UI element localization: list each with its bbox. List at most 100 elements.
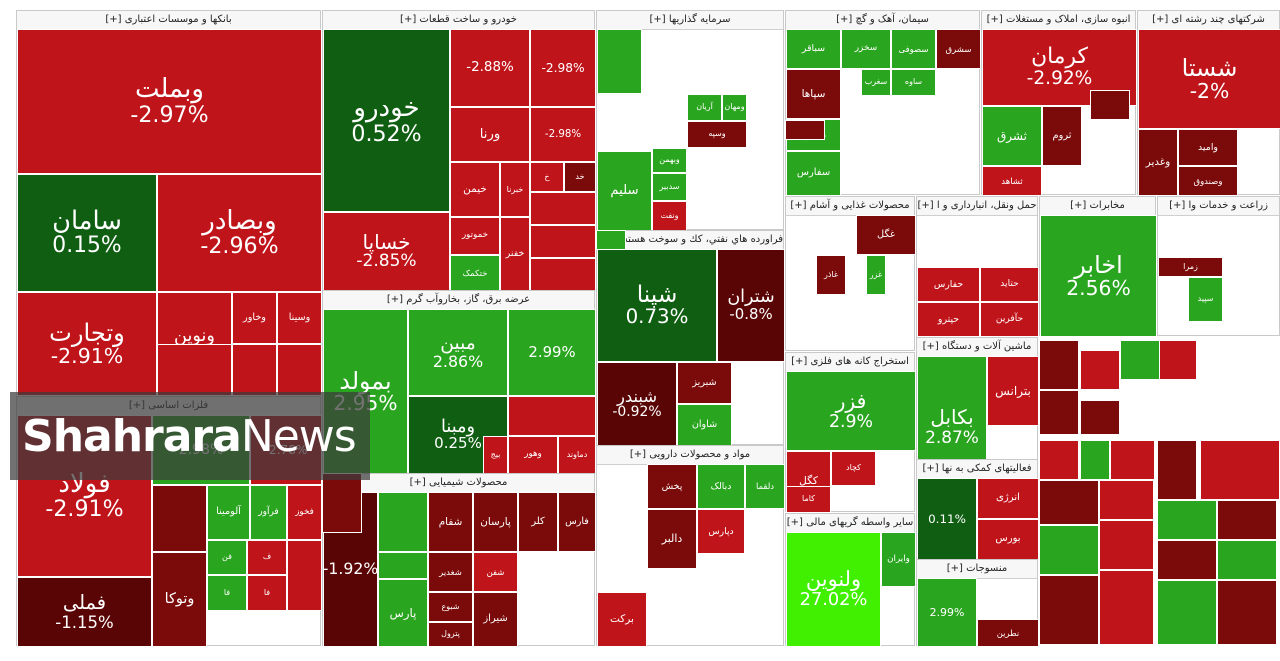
stock-tile-small[interactable]	[1039, 480, 1099, 525]
stock-tile[interactable]: خموتور	[450, 217, 500, 255]
stock-tile[interactable]: سامان 0.15%	[17, 174, 157, 292]
sector-title[interactable]: محصولات غذایی و آشام [+]	[786, 197, 914, 216]
stock-tile-small[interactable]	[1120, 340, 1160, 380]
stock-tile[interactable]: وبصادر -2.96%	[157, 174, 322, 292]
stock-tile[interactable]: پخش	[647, 464, 697, 509]
stock-tile[interactable]: غاذر	[816, 255, 846, 295]
stock-tile[interactable]: ختکمک	[450, 255, 500, 291]
stock-tile-small[interactable]	[1080, 350, 1120, 390]
stock-tile[interactable]: کچاد	[831, 451, 876, 486]
stock-tile[interactable]: اخابر 2.56%	[1040, 215, 1157, 337]
stock-tile[interactable]: فرآور	[250, 485, 287, 540]
stock-tile[interactable]: خبرنا	[500, 162, 530, 217]
stock-tile[interactable]: شیراز	[473, 592, 518, 647]
stock-tile-small[interactable]	[1039, 575, 1099, 645]
stock-tile[interactable]	[232, 344, 277, 396]
stock-tile[interactable]: سشرق	[936, 29, 981, 69]
sector-title[interactable]: ماشین آلات و دستگاه [+]	[917, 338, 1037, 357]
stock-tile[interactable]: شغدیر	[428, 552, 473, 592]
stock-tile[interactable]	[287, 540, 322, 611]
stock-tile-small[interactable]	[1200, 440, 1280, 500]
stock-tile[interactable]: بیج	[483, 436, 508, 474]
stock-tile-small[interactable]	[1039, 390, 1079, 435]
stock-tile-small[interactable]	[1039, 340, 1079, 390]
stock-tile[interactable]: شاوان	[677, 404, 732, 446]
stock-tile-small[interactable]	[1110, 440, 1155, 480]
stock-tile[interactable]	[530, 192, 596, 225]
stock-tile-small[interactable]	[1217, 540, 1277, 580]
stock-tile[interactable]	[597, 29, 642, 94]
stock-tile[interactable]: 0.11%	[917, 478, 977, 560]
stock-tile[interactable]: دپارس	[697, 509, 745, 554]
stock-tile-small[interactable]	[1080, 440, 1110, 480]
sector-title[interactable]: منسوجات [+]	[917, 560, 1037, 579]
stock-tile[interactable]: سلیم	[597, 151, 652, 231]
stock-tile-small[interactable]	[1157, 540, 1217, 580]
stock-tile[interactable]: فا	[247, 575, 287, 611]
stock-tile[interactable]: وخاور	[232, 292, 277, 344]
stock-tile-small[interactable]	[1217, 580, 1277, 645]
stock-tile[interactable]: شبریز	[677, 362, 732, 404]
stock-tile[interactable]: شتران -0.8%	[717, 249, 785, 362]
stock-tile[interactable]: برکت	[597, 592, 647, 647]
stock-tile[interactable]: فن	[207, 540, 247, 575]
stock-tile[interactable]: ثروم	[1042, 106, 1082, 166]
stock-tile-small[interactable]	[596, 230, 626, 250]
stock-tile[interactable]: پارس	[378, 579, 428, 647]
sector-title[interactable]: سایر واسطه گریهای مالی [+]	[786, 514, 914, 533]
stock-tile[interactable]: سصوفی	[891, 29, 936, 69]
stock-tile[interactable]: شستا -2%	[1138, 29, 1280, 129]
stock-tile[interactable]: بورس	[977, 519, 1039, 560]
sector-title[interactable]: سیمان، آهک و گچ [+]	[786, 11, 979, 30]
stock-tile[interactable]: 2.99%	[917, 578, 977, 647]
stock-tile[interactable]: دالبر	[647, 509, 697, 569]
stock-tile[interactable]: وتجارت -2.91%	[17, 292, 157, 396]
stock-tile[interactable]	[277, 344, 322, 396]
stock-tile[interactable]: خساپا -2.85%	[323, 212, 450, 291]
stock-tile-small[interactable]	[1217, 500, 1277, 540]
stock-tile[interactable]: بترانس	[987, 356, 1039, 426]
stock-tile-small[interactable]	[322, 473, 362, 533]
stock-tile[interactable]: ساوه	[891, 69, 936, 96]
stock-tile-small[interactable]	[1157, 340, 1197, 380]
sector-title[interactable]: عرضه برق، گاز، بخاروآب گرم [+]	[323, 291, 594, 310]
stock-tile[interactable]: ف	[247, 540, 287, 575]
stock-tile[interactable]	[152, 485, 207, 552]
stock-tile[interactable]: 2.99%	[508, 309, 596, 396]
sector-title[interactable]: مواد و محصولات دارویی [+]	[597, 446, 783, 465]
stock-tile-small[interactable]	[1157, 500, 1217, 540]
stock-tile[interactable]: وصندوق	[1178, 166, 1238, 196]
stock-tile[interactable]: غگل	[856, 215, 916, 255]
stock-tile[interactable]: شپنا 0.73%	[597, 249, 717, 362]
stock-tile[interactable]: سغرب	[861, 69, 891, 96]
stock-tile-small[interactable]	[1039, 440, 1079, 480]
stock-tile[interactable]	[530, 258, 596, 291]
stock-tile-small[interactable]	[1039, 525, 1099, 575]
stock-tile[interactable]: وتوکا	[152, 552, 207, 647]
sector-title[interactable]: زراعت و خدمات وا [+]	[1158, 197, 1279, 216]
stock-tile[interactable]: سخزر	[841, 29, 891, 69]
sector-title[interactable]: بانکها و موسسات اعتباری [+]	[17, 11, 320, 30]
stock-tile[interactable]	[378, 492, 428, 552]
stock-tile[interactable]: آلومینا	[207, 485, 250, 540]
stock-tile[interactable]: وایران	[881, 532, 916, 587]
stock-tile[interactable]: شفام	[428, 492, 473, 552]
stock-tile[interactable]: سدبیر	[652, 173, 687, 201]
stock-tile[interactable]: حپترو	[917, 302, 980, 337]
stock-tile[interactable]: دلقما	[745, 464, 785, 509]
stock-tile[interactable]: خودرو 0.52%	[323, 29, 450, 212]
sector-title[interactable]: حمل ونقل، انبارداری و ا [+]	[917, 197, 1037, 216]
stock-tile[interactable]: شفن	[473, 552, 518, 592]
stock-tile[interactable]: مبین 2.86%	[408, 309, 508, 396]
stock-tile[interactable]: وبهمن	[652, 148, 687, 173]
stock-tile[interactable]: حفارس	[917, 267, 980, 302]
stock-tile[interactable]: سپید	[1188, 277, 1223, 322]
stock-tile[interactable]: خ	[530, 162, 564, 192]
stock-tile[interactable]: خیمن	[450, 162, 500, 217]
sector-title[interactable]: استخراج کانه های فلزی [+]	[786, 353, 914, 372]
sector-title[interactable]: سرمایه گذاریها [+]	[597, 11, 783, 30]
stock-tile[interactable]	[508, 396, 596, 436]
stock-tile-small[interactable]	[1099, 480, 1154, 520]
stock-tile[interactable]: حآفرین	[980, 302, 1039, 337]
stock-tile[interactable]: خد	[564, 162, 596, 192]
